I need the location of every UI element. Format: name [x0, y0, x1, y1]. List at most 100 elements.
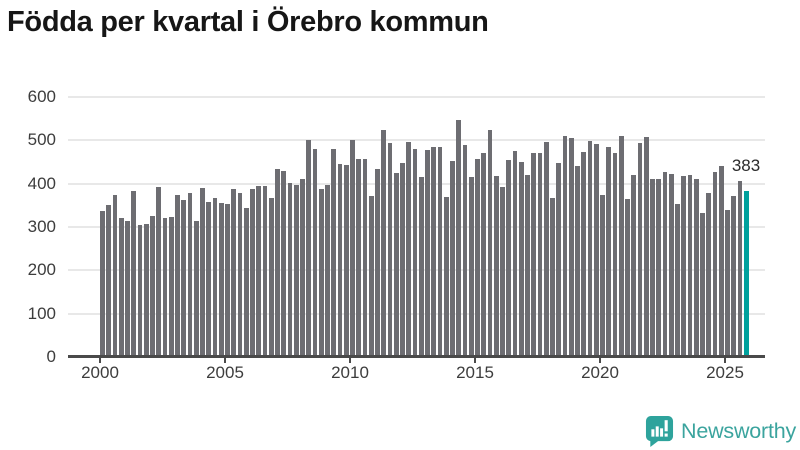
bar — [518, 161, 524, 357]
bar — [706, 192, 711, 357]
bar — [150, 216, 155, 357]
newsworthy-brand-link[interactable]: Newsworthy — [645, 415, 796, 448]
bar — [293, 184, 299, 357]
bar — [325, 184, 330, 357]
bar — [481, 153, 486, 357]
bar — [543, 141, 549, 357]
bar-highlight-latest — [743, 191, 749, 357]
bar — [162, 218, 168, 357]
bar — [131, 191, 136, 357]
bar — [237, 193, 243, 357]
bar — [475, 159, 480, 357]
bar — [175, 194, 180, 357]
bar — [181, 200, 186, 357]
y-axis-label-0: 0 — [46, 347, 56, 366]
bar — [356, 158, 361, 357]
x-axis-tick-2005 — [224, 357, 226, 363]
bar — [668, 174, 674, 357]
x-axis-tick-2000 — [99, 357, 101, 363]
bar — [412, 148, 418, 357]
bar — [137, 224, 143, 357]
bar — [662, 171, 668, 357]
bar — [443, 196, 449, 357]
y-axis-label-100: 100 — [27, 303, 56, 323]
x-axis-label-2015: 2015 — [456, 363, 494, 382]
bar — [556, 162, 561, 357]
x-axis-label-2025: 2025 — [706, 363, 744, 382]
bar — [581, 151, 586, 357]
x-axis-tick-2015 — [474, 357, 476, 363]
bar — [731, 195, 736, 357]
bar — [637, 142, 643, 357]
bar — [375, 168, 380, 357]
bar — [631, 175, 636, 357]
bar — [331, 149, 336, 357]
bar — [300, 179, 305, 357]
bar — [218, 203, 224, 357]
bar — [187, 193, 193, 357]
bar — [343, 164, 349, 357]
x-axis-tick-2020 — [599, 357, 601, 363]
bar — [487, 129, 493, 357]
bar — [693, 179, 699, 357]
bar — [318, 189, 324, 357]
bar — [593, 144, 599, 357]
bar — [568, 137, 574, 357]
bar — [618, 136, 624, 357]
bar — [387, 143, 393, 357]
bar — [550, 197, 555, 357]
bar — [643, 137, 649, 357]
gridline-600 — [68, 96, 765, 98]
bar — [737, 180, 743, 357]
bar — [725, 210, 730, 357]
brand-name: Newsworthy — [681, 419, 797, 443]
bar — [275, 168, 280, 357]
bar — [206, 201, 211, 357]
bar — [625, 199, 630, 357]
x-axis-label-2005: 2005 — [206, 363, 244, 382]
bar — [406, 141, 411, 357]
bar — [600, 194, 605, 357]
bar — [262, 186, 268, 357]
bar — [462, 145, 468, 357]
y-axis-label-200: 200 — [27, 260, 56, 280]
bar — [381, 129, 386, 357]
bar — [337, 164, 343, 357]
bar — [531, 153, 536, 357]
bar — [650, 179, 655, 357]
bar — [418, 176, 424, 357]
bar — [225, 203, 230, 357]
bar — [431, 146, 436, 357]
bar — [287, 183, 293, 357]
bar — [268, 198, 274, 357]
bar-chart-speech-bubble-icon — [645, 416, 674, 447]
bar — [512, 151, 518, 357]
last-value-label: 383 — [731, 156, 761, 175]
bar — [687, 175, 693, 357]
bar — [362, 158, 368, 357]
x-axis-label-2020: 2020 — [581, 363, 619, 382]
bar — [712, 171, 718, 357]
y-axis-label-400: 400 — [27, 173, 56, 193]
y-axis-label-600: 600 — [27, 87, 56, 106]
bar — [193, 220, 199, 357]
bar — [200, 188, 205, 357]
bar — [306, 140, 311, 357]
bar — [400, 162, 405, 357]
y-axis-label-300: 300 — [27, 217, 56, 236]
bar — [525, 175, 530, 357]
x-axis-line — [68, 355, 765, 358]
bar — [681, 175, 686, 357]
y-axis-label-500: 500 — [27, 130, 56, 150]
bar — [125, 220, 130, 357]
bar — [118, 218, 124, 357]
bar — [537, 152, 543, 357]
bar — [393, 173, 399, 357]
bar — [156, 186, 161, 357]
bar — [231, 189, 236, 357]
bar — [168, 217, 174, 357]
bar — [700, 212, 705, 357]
bar — [143, 223, 149, 357]
bar — [506, 159, 511, 357]
bar — [718, 165, 724, 357]
